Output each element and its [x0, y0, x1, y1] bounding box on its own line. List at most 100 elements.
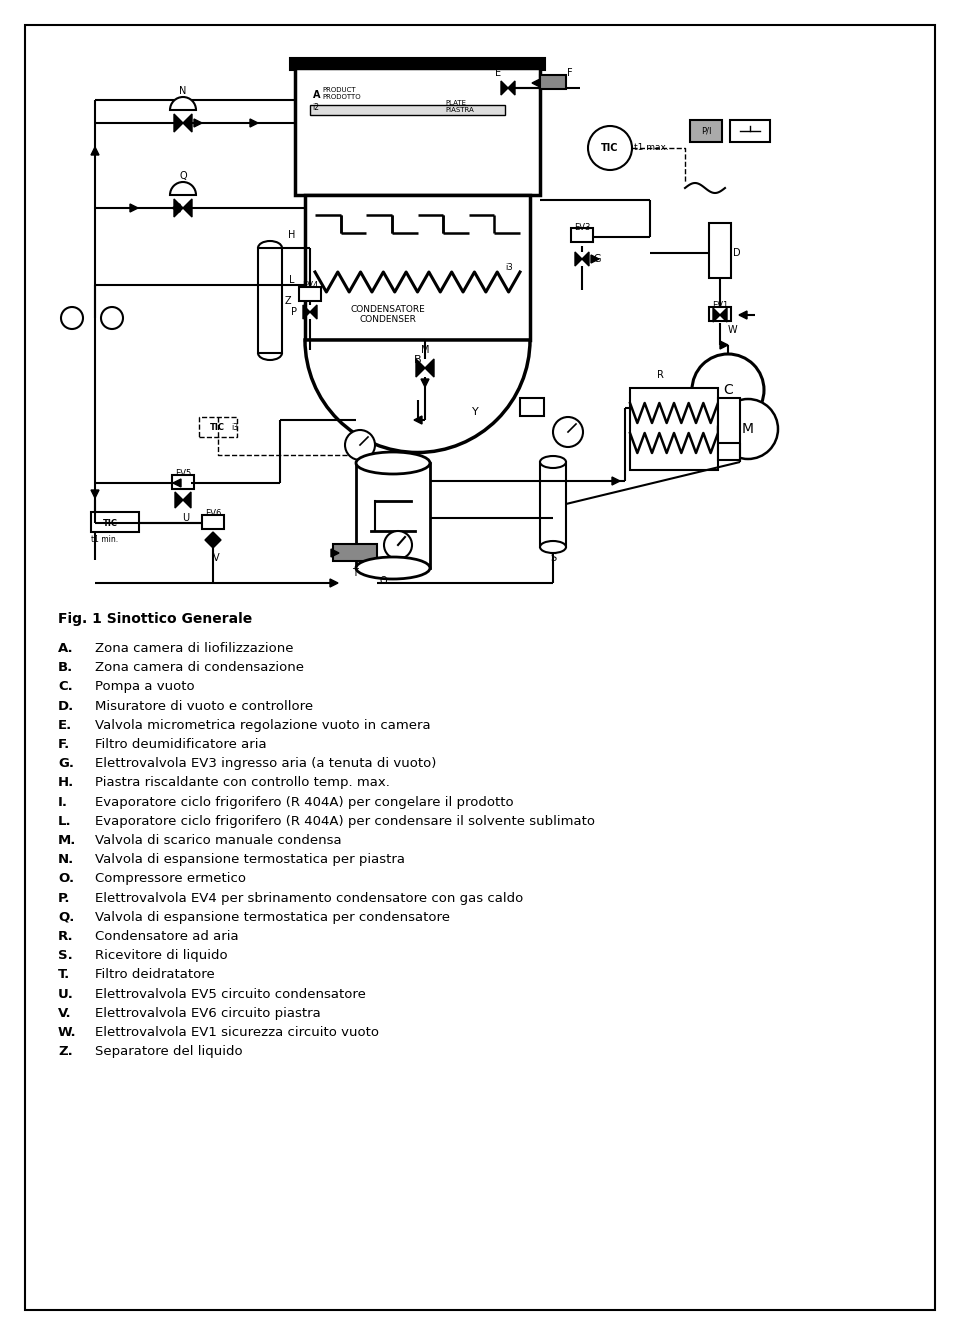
Wedge shape — [170, 97, 196, 109]
Text: Y: Y — [471, 407, 478, 418]
Polygon shape — [532, 80, 539, 87]
Text: G: G — [594, 253, 602, 264]
Text: Q.: Q. — [58, 911, 74, 924]
Text: Elettrovalvola EV1 sicurezza circuito vuoto: Elettrovalvola EV1 sicurezza circuito vu… — [95, 1026, 379, 1039]
Polygon shape — [183, 199, 192, 217]
Polygon shape — [250, 119, 258, 127]
Text: EV4: EV4 — [301, 281, 318, 289]
Text: V: V — [213, 554, 219, 563]
Text: Filtro deidratatore: Filtro deidratatore — [95, 968, 215, 982]
Ellipse shape — [356, 558, 430, 579]
Circle shape — [345, 430, 375, 460]
Bar — [630, 388, 718, 470]
Text: i3: i3 — [231, 423, 238, 432]
Polygon shape — [205, 540, 221, 548]
Text: Elettrovalvola EV4 per sbrinamento condensatore con gas caldo: Elettrovalvola EV4 per sbrinamento conde… — [95, 891, 523, 904]
Bar — [520, 398, 544, 416]
Text: TIC: TIC — [210, 423, 225, 432]
Text: Compressore ermetico: Compressore ermetico — [95, 872, 246, 886]
Polygon shape — [720, 342, 728, 350]
Text: CONDENSER: CONDENSER — [359, 316, 416, 324]
Text: Zona camera di liofilizzazione: Zona camera di liofilizzazione — [95, 642, 294, 655]
Circle shape — [718, 399, 778, 459]
Bar — [310, 105, 505, 115]
Polygon shape — [501, 81, 508, 95]
Text: EV6: EV6 — [204, 510, 221, 518]
Polygon shape — [414, 416, 422, 424]
Polygon shape — [421, 379, 429, 387]
Text: Piastra riscaldante con controllo temp. max.: Piastra riscaldante con controllo temp. … — [95, 776, 390, 790]
Circle shape — [384, 531, 412, 559]
Bar — [91, 512, 139, 532]
Text: C.: C. — [58, 680, 73, 694]
Polygon shape — [183, 113, 192, 132]
Text: t1 min.: t1 min. — [91, 535, 118, 543]
Polygon shape — [205, 532, 221, 540]
Text: Valvola di espansione termostatica per piastra: Valvola di espansione termostatica per p… — [95, 854, 405, 866]
Bar — [730, 120, 770, 141]
Text: H.: H. — [58, 776, 74, 790]
Text: B: B — [414, 355, 421, 366]
Text: Condensatore ad aria: Condensatore ad aria — [95, 930, 239, 943]
Text: P: P — [291, 307, 297, 317]
Bar — [305, 195, 530, 340]
Text: S.: S. — [58, 950, 73, 962]
Bar — [709, 307, 731, 321]
Text: P/I: P/I — [701, 127, 711, 136]
Text: Q: Q — [180, 171, 187, 181]
Text: G.: G. — [58, 758, 74, 770]
Text: M: M — [742, 422, 754, 436]
Text: F: F — [567, 68, 573, 77]
Polygon shape — [303, 305, 310, 319]
Text: U: U — [182, 514, 189, 523]
Bar — [333, 544, 377, 562]
Bar — [690, 120, 722, 141]
Text: O: O — [379, 576, 387, 586]
Wedge shape — [170, 181, 196, 195]
Text: EV1: EV1 — [712, 301, 728, 309]
Text: TIC: TIC — [103, 519, 118, 527]
Text: Elettrovalvola EV5 circuito condensatore: Elettrovalvola EV5 circuito condensatore — [95, 987, 366, 1000]
Text: D.: D. — [58, 699, 74, 712]
Circle shape — [588, 125, 632, 169]
Text: C: C — [723, 383, 732, 398]
Polygon shape — [91, 147, 99, 155]
Polygon shape — [175, 492, 183, 508]
Text: Pompa a vuoto: Pompa a vuoto — [95, 680, 195, 694]
Bar — [299, 287, 321, 301]
Circle shape — [692, 354, 764, 426]
Polygon shape — [508, 81, 515, 95]
Polygon shape — [172, 204, 180, 212]
Polygon shape — [416, 359, 425, 378]
Polygon shape — [720, 308, 727, 321]
Bar — [356, 463, 430, 568]
Text: N.: N. — [58, 854, 74, 866]
Polygon shape — [713, 308, 720, 321]
Text: A: A — [313, 89, 321, 100]
Bar — [290, 57, 545, 69]
Text: Elettrovalvola EV6 circuito piastra: Elettrovalvola EV6 circuito piastra — [95, 1007, 321, 1019]
Text: R.: R. — [58, 930, 74, 943]
Polygon shape — [612, 478, 620, 486]
Text: L.: L. — [58, 815, 72, 828]
Text: Filtro deumidificatore aria: Filtro deumidificatore aria — [95, 738, 267, 751]
Text: D: D — [733, 248, 740, 257]
Bar — [258, 248, 282, 354]
Polygon shape — [91, 490, 99, 498]
Wedge shape — [305, 340, 530, 452]
Ellipse shape — [356, 452, 430, 474]
Ellipse shape — [540, 542, 566, 554]
Bar — [172, 475, 194, 490]
Text: Valvola di scarico manuale condensa: Valvola di scarico manuale condensa — [95, 834, 342, 847]
Polygon shape — [331, 550, 339, 558]
Polygon shape — [183, 492, 191, 508]
Text: Ricevitore di liquido: Ricevitore di liquido — [95, 950, 228, 962]
Bar — [718, 398, 740, 460]
Text: T: T — [352, 568, 358, 578]
Text: I.: I. — [58, 795, 68, 808]
Polygon shape — [582, 252, 589, 265]
Text: L: L — [290, 275, 295, 285]
Text: W.: W. — [58, 1026, 77, 1039]
Text: CONDENSATORE: CONDENSATORE — [350, 305, 425, 315]
Ellipse shape — [540, 456, 566, 468]
